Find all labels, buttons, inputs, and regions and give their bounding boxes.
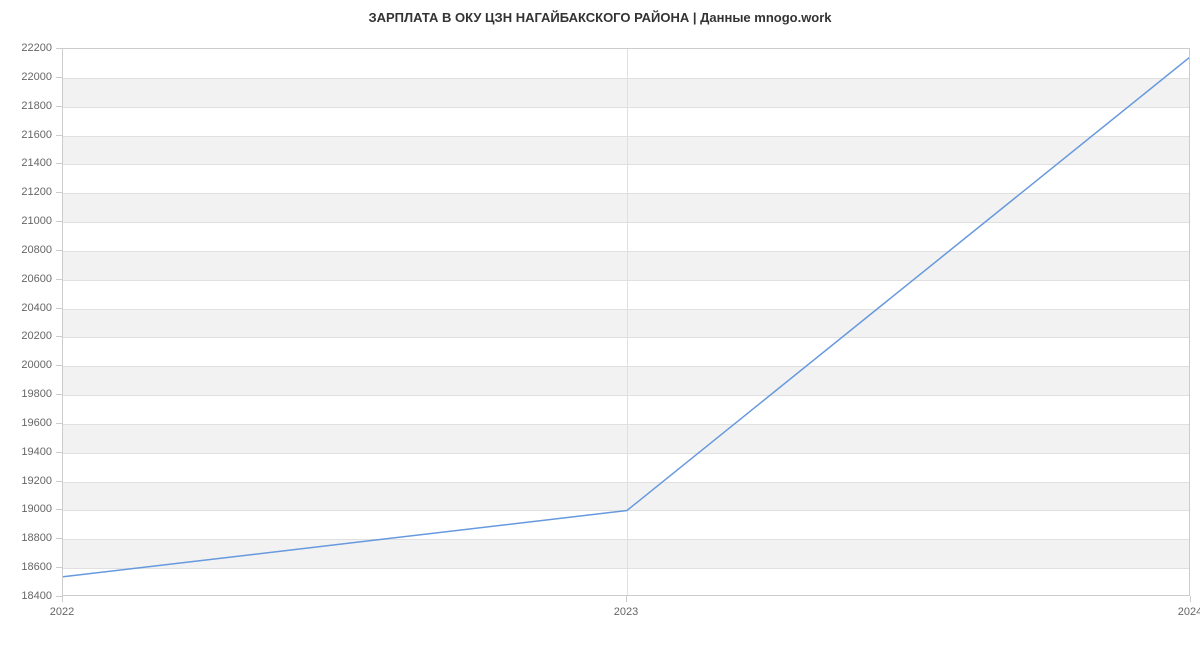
series-line: [63, 56, 1190, 577]
y-tick-label: 19800: [0, 388, 52, 400]
x-tick-mark: [626, 596, 627, 602]
plot-area: [62, 48, 1190, 596]
y-tick-mark: [56, 452, 62, 453]
y-tick-label: 20600: [0, 273, 52, 285]
y-tick-label: 21600: [0, 129, 52, 141]
y-tick-mark: [56, 394, 62, 395]
y-tick-mark: [56, 192, 62, 193]
y-tick-mark: [56, 279, 62, 280]
y-tick-mark: [56, 538, 62, 539]
y-tick-label: 19200: [0, 475, 52, 487]
y-tick-mark: [56, 77, 62, 78]
y-tick-mark: [56, 308, 62, 309]
y-tick-label: 20400: [0, 302, 52, 314]
y-tick-label: 21400: [0, 157, 52, 169]
x-tick-mark: [62, 596, 63, 602]
y-tick-label: 21000: [0, 215, 52, 227]
y-tick-label: 22000: [0, 71, 52, 83]
y-tick-mark: [56, 48, 62, 49]
y-tick-label: 20200: [0, 330, 52, 342]
y-tick-label: 22200: [0, 42, 52, 54]
x-tick-mark: [1190, 596, 1191, 602]
y-tick-mark: [56, 481, 62, 482]
y-tick-label: 18800: [0, 532, 52, 544]
y-tick-label: 18400: [0, 590, 52, 602]
y-tick-mark: [56, 106, 62, 107]
y-tick-mark: [56, 221, 62, 222]
y-tick-label: 19600: [0, 417, 52, 429]
y-tick-label: 20800: [0, 244, 52, 256]
y-tick-mark: [56, 365, 62, 366]
y-tick-label: 19400: [0, 446, 52, 458]
x-tick-label: 2024: [1178, 606, 1200, 618]
x-tick-label: 2022: [50, 606, 74, 618]
y-tick-mark: [56, 567, 62, 568]
y-tick-mark: [56, 509, 62, 510]
chart-title: ЗАРПЛАТА В ОКУ ЦЗН НАГАЙБАКСКОГО РАЙОНА …: [0, 0, 1200, 25]
y-tick-label: 20000: [0, 359, 52, 371]
y-tick-label: 21800: [0, 100, 52, 112]
y-tick-mark: [56, 163, 62, 164]
x-tick-label: 2023: [614, 606, 638, 618]
chart-container: 18400 18600 18800 19000 19200 19400 19600 19800…: [0, 30, 1200, 630]
line-layer: [63, 49, 1190, 596]
y-tick-label: 21200: [0, 186, 52, 198]
y-tick-mark: [56, 135, 62, 136]
y-tick-mark: [56, 250, 62, 251]
y-tick-label: 19000: [0, 503, 52, 515]
y-tick-label: 18600: [0, 561, 52, 573]
y-tick-mark: [56, 336, 62, 337]
y-tick-mark: [56, 423, 62, 424]
